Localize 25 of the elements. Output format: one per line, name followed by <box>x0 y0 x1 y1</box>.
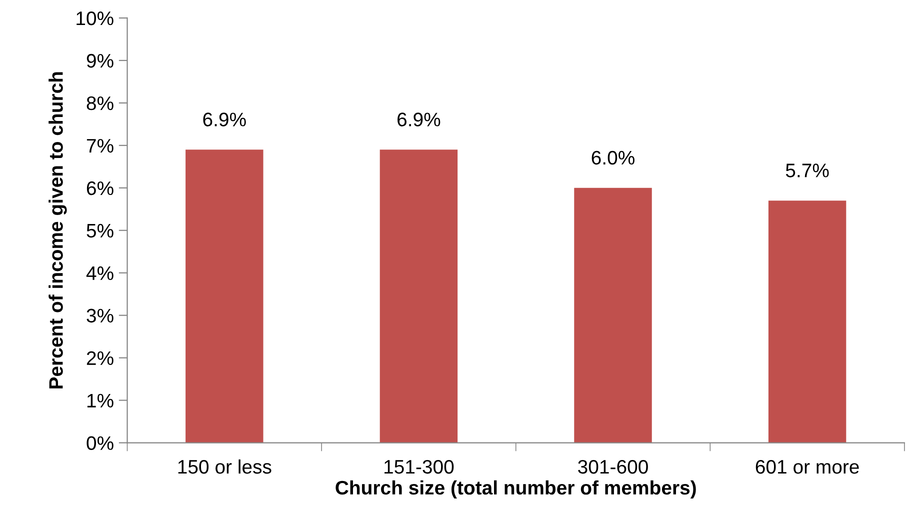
bar <box>768 200 846 443</box>
x-axis-title: Church size (total number of members) <box>336 480 696 498</box>
data-label: 6.0% <box>592 150 634 165</box>
y-tick-label: 3% <box>86 308 114 323</box>
y-tick-label: 4% <box>86 266 114 280</box>
y-tick-label: 1% <box>87 394 114 408</box>
y-tick-label: 5% <box>86 224 114 238</box>
y-tick-label: 0% <box>86 436 114 450</box>
data-label: 6.9% <box>398 112 440 126</box>
y-axis-title: Percent of income given to church <box>48 72 67 388</box>
y-tick-label: 10% <box>76 11 114 26</box>
y-tick-label: 2% <box>86 351 114 365</box>
x-tick-label: 151-300 <box>384 460 454 474</box>
y-tick-label: 7% <box>86 138 114 153</box>
data-label: 6.9% <box>203 112 246 126</box>
bar <box>574 188 652 443</box>
bar <box>186 150 264 443</box>
y-tick-label: 6% <box>86 181 114 196</box>
data-label: 5.7% <box>786 164 829 178</box>
x-tick-label: 150 or less <box>178 459 272 474</box>
y-tick-label: 8% <box>86 96 114 110</box>
bar <box>380 150 458 443</box>
x-tick-label: 301-600 <box>578 460 648 474</box>
y-tick-label: 9% <box>86 54 114 68</box>
x-tick-label: 601 or more <box>756 460 859 474</box>
